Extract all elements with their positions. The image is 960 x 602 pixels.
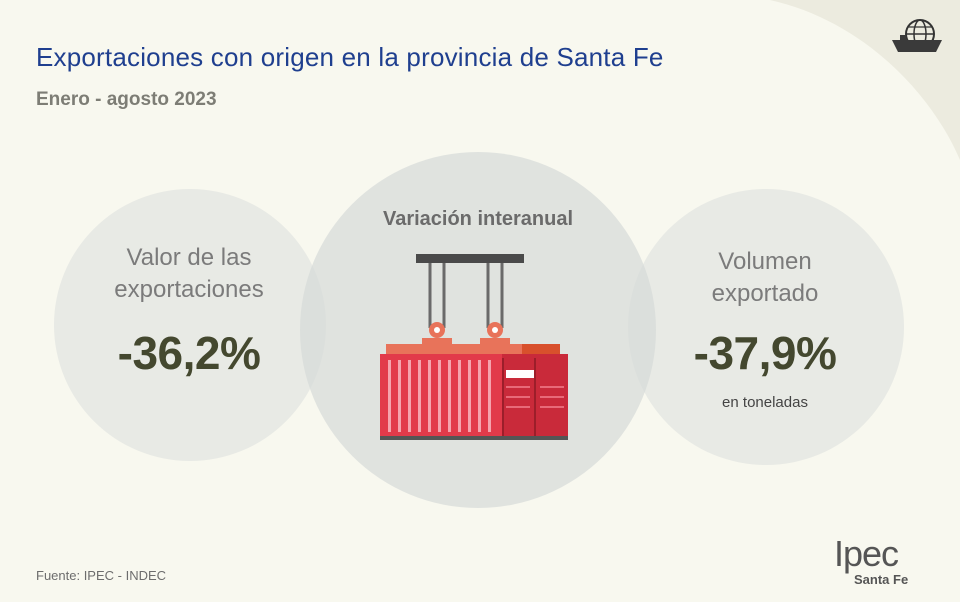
logo-main-text: Ipec: [834, 533, 899, 574]
center-title: Variación interanual: [382, 208, 574, 230]
logo-sub-text: Santa Fe: [854, 572, 909, 587]
page-title: Exportaciones con origen en la provincia…: [36, 42, 664, 72]
export-value-label: Valor de las exportaciones: [114, 244, 264, 303]
globe-ship-icon: [892, 19, 942, 52]
page-subtitle: Enero - agosto 2023: [36, 89, 217, 110]
export-volume-change: -37,9%: [693, 327, 837, 379]
shipping-container-crane-icon: [380, 254, 568, 440]
ipec-logo: Ipec Santa Fe: [834, 536, 930, 588]
export-volume-unit: en toneladas: [722, 394, 808, 411]
export-value-change: -36,2%: [117, 327, 261, 379]
left-metric-circle: [54, 189, 326, 461]
right-metric-circle: [628, 189, 904, 465]
center-circle: [300, 152, 656, 508]
source-note: Fuente: IPEC - INDEC: [36, 568, 167, 583]
export-volume-label: Volumen exportado: [711, 248, 819, 307]
